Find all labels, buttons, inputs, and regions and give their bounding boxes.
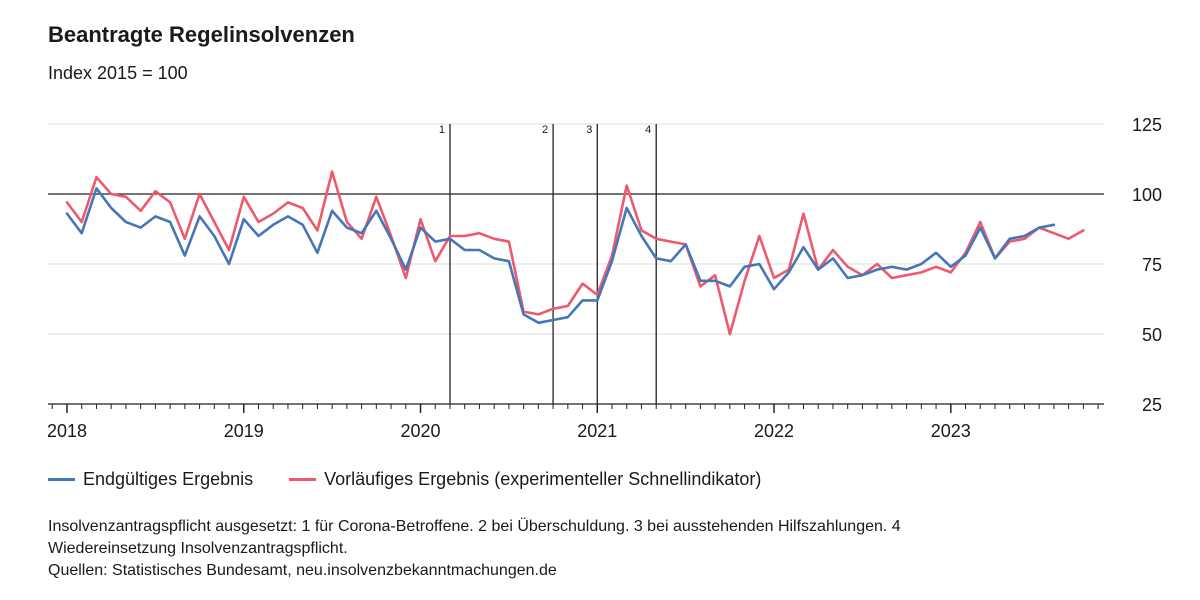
legend-label-final: Endgültiges Ergebnis — [83, 469, 254, 489]
legend-swatch-final — [48, 478, 75, 481]
x-tick-label: 2021 — [577, 421, 617, 441]
chart-title: Beantragte Regelinsolvenzen — [48, 22, 355, 47]
x-tick-label: 2018 — [47, 421, 87, 441]
x-tick-label: 2020 — [400, 421, 440, 441]
event-label: 3 — [586, 124, 592, 136]
legend-swatch-prelim — [289, 478, 317, 481]
footnote-line-2: Wiedereinsetzung Insolvenzantragspflicht… — [48, 540, 348, 557]
chart-footnotes: Insolvenzantragspflicht ausgesetzt: 1 fü… — [48, 516, 1148, 582]
series-line-final — [65, 187, 1056, 325]
y-tick-label: 75 — [1142, 255, 1162, 275]
series-line-prelim — [65, 170, 1085, 336]
legend-label-prelim: Vorläufiges Ergebnis (experimenteller Sc… — [324, 469, 762, 489]
y-tick-label: 125 — [1132, 115, 1162, 135]
y-tick-label: 25 — [1142, 395, 1162, 415]
event-label: 4 — [645, 124, 651, 136]
x-tick-label: 2019 — [224, 421, 264, 441]
line-chart: 25 50 75 100 125 2018 2019 2020 2021 2022 2023 1 2 3 4 — [47, 115, 1162, 441]
legend-item-final[interactable]: Endgültiges Ergebnis — [48, 469, 253, 490]
footnote-line-1: Insolvenzantragspflicht ausgesetzt: 1 fü… — [48, 518, 901, 535]
legend-item-prelim[interactable]: Vorläufiges Ergebnis (experimenteller Sc… — [289, 469, 761, 490]
chart-legend: Endgültiges Ergebnis Vorläufiges Ergebni… — [48, 469, 761, 490]
event-label: 1 — [439, 124, 445, 136]
event-label: 2 — [542, 124, 548, 136]
x-tick-label: 2023 — [931, 421, 971, 441]
chart-subtitle: Index 2015 = 100 — [48, 63, 188, 83]
y-tick-label: 100 — [1132, 185, 1162, 205]
footnote-source: Quellen: Statistisches Bundesamt, neu.in… — [48, 562, 557, 579]
x-tick-label: 2022 — [754, 421, 794, 441]
y-tick-label: 50 — [1142, 325, 1162, 345]
